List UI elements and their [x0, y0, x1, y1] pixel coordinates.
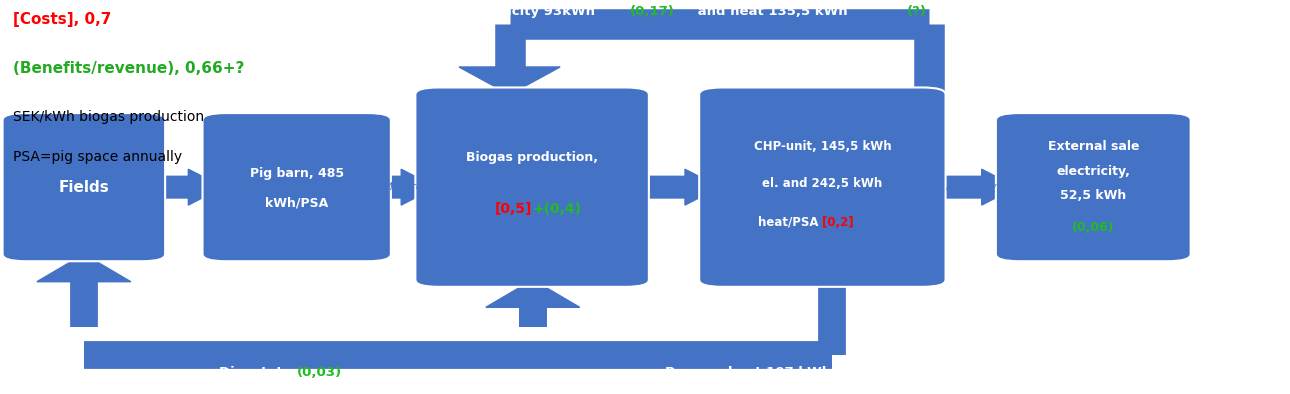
FancyBboxPatch shape	[3, 113, 165, 261]
Text: Biogas: Biogas	[658, 182, 691, 192]
Text: [Costs], 0,7: [Costs], 0,7	[13, 12, 111, 27]
Text: Digestate: Digestate	[219, 366, 297, 379]
Text: (0,06): (0,06)	[1072, 221, 1115, 234]
Text: 52,5 kWh: 52,5 kWh	[1060, 189, 1126, 202]
Text: kWh/PSA: kWh/PSA	[264, 197, 329, 210]
Text: Pig barn, 485: Pig barn, 485	[250, 167, 343, 180]
Text: electricity,: electricity,	[1057, 165, 1130, 178]
Text: PSA=pig space annually: PSA=pig space annually	[13, 150, 182, 164]
FancyBboxPatch shape	[699, 87, 946, 287]
Text: CHP-unit, 145,5 kWh: CHP-unit, 145,5 kWh	[753, 140, 891, 153]
Text: [0,5]: [0,5]	[495, 203, 531, 216]
Polygon shape	[630, 169, 720, 205]
Polygon shape	[486, 280, 579, 307]
Text: and heat 135,5 kWh: and heat 135,5 kWh	[693, 6, 851, 18]
Text: Manure: Manure	[384, 182, 423, 192]
Polygon shape	[372, 169, 436, 205]
Text: el. and 242,5 kWh: el. and 242,5 kWh	[762, 177, 882, 190]
Text: Internal electricity 93kWh: Internal electricity 93kWh	[400, 6, 600, 18]
Text: Electricity: Electricity	[946, 182, 997, 192]
Text: [0,2]: [0,2]	[823, 216, 854, 229]
Text: Process heat 107 kWh: Process heat 107 kWh	[666, 366, 831, 379]
Text: heat/PSA: heat/PSA	[757, 216, 823, 229]
Text: Fields: Fields	[58, 180, 110, 195]
Text: (Benefits/revenue), 0,66+?: (Benefits/revenue), 0,66+?	[13, 61, 244, 76]
Text: Feed: Feed	[172, 182, 197, 192]
Text: (?): (?)	[907, 6, 928, 18]
Text: +(0,4): +(0,4)	[531, 203, 581, 216]
Polygon shape	[146, 169, 223, 205]
FancyBboxPatch shape	[415, 87, 649, 287]
Text: Biogas production,: Biogas production,	[466, 151, 599, 164]
Polygon shape	[926, 169, 1017, 205]
Text: (0,17): (0,17)	[630, 6, 675, 18]
FancyBboxPatch shape	[996, 113, 1191, 261]
FancyBboxPatch shape	[203, 113, 391, 261]
Text: SEK/kWh biogas production: SEK/kWh biogas production	[13, 110, 204, 125]
Polygon shape	[37, 254, 130, 282]
Text: External sale: External sale	[1047, 141, 1139, 153]
Polygon shape	[459, 67, 560, 95]
Text: (0,03): (0,03)	[297, 366, 342, 379]
